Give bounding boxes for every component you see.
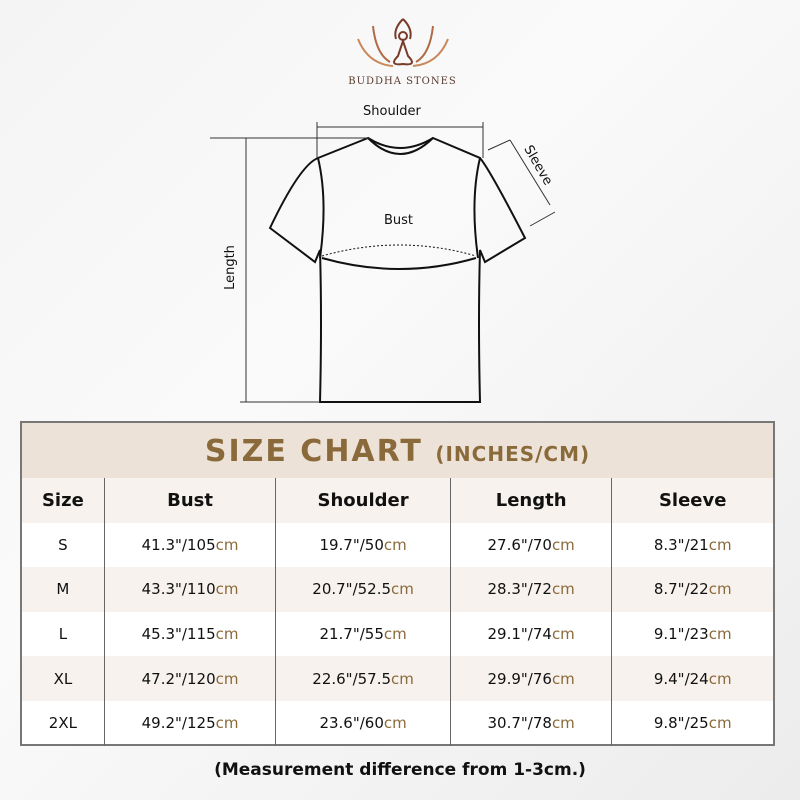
measurement-note: (Measurement difference from 1-3cm.) bbox=[214, 760, 586, 780]
cm-unit: cm bbox=[708, 625, 732, 644]
measurement-cell: 30.7"/78 cm bbox=[451, 700, 613, 746]
header-shoulder: Shoulder bbox=[276, 478, 451, 523]
inch-value: 29.1"/74 bbox=[487, 625, 552, 644]
bust-label: Bust bbox=[384, 213, 414, 228]
inch-value: 49.2"/125 bbox=[141, 714, 216, 733]
inch-value: 9.4"/24 bbox=[653, 669, 709, 688]
measurement-cell: 9.1"/23 cm bbox=[612, 612, 773, 657]
inch-value: 8.3"/21 bbox=[653, 535, 709, 554]
header-sleeve: Sleeve bbox=[658, 489, 727, 511]
length-label: Length bbox=[222, 245, 238, 290]
measurement-cell: 41.3"/105 cm bbox=[105, 522, 277, 568]
cm-unit: cm bbox=[708, 535, 732, 554]
measurement-cell: 43.3"/110 cm bbox=[105, 567, 277, 612]
inch-value: 8.7"/22 bbox=[653, 580, 709, 599]
title-text: SIZE CHART bbox=[204, 434, 423, 469]
table-row: XL 47.2"/120 cm 22.6"/57.5 cm 29.9"/76 cm 9.4"/… bbox=[22, 656, 773, 701]
inch-value: 27.6"/70 bbox=[487, 535, 552, 554]
cm-unit: cm bbox=[391, 669, 414, 688]
table-row: S 41.3"/105 cm 19.7"/50 cm 27.6"/70 cm 8.3"/21 c… bbox=[22, 522, 773, 568]
measurement-cell: 8.7"/22 cm bbox=[612, 567, 773, 612]
inch-value: 9.1"/23 bbox=[653, 625, 709, 644]
inch-value: 21.7"/55 bbox=[319, 625, 384, 644]
tshirt-diagram: Shoulder Sleeve Bust Length bbox=[210, 104, 556, 403]
title-units: (INCHES/CM) bbox=[435, 442, 591, 466]
cm-unit: cm bbox=[551, 669, 575, 688]
measurement-cell: 23.6"/60 cm bbox=[276, 700, 451, 746]
measurement-cell: 19.7"/50 cm bbox=[276, 522, 451, 568]
inch-value: 9.8"/25 bbox=[653, 714, 709, 733]
inch-value: 20.7"/52.5 bbox=[312, 580, 392, 599]
size-cell: S bbox=[22, 522, 105, 568]
size-cell: XL bbox=[22, 656, 105, 701]
measurement-cell: 27.6"/70 cm bbox=[451, 522, 613, 568]
measurement-cell: 49.2"/125 cm bbox=[105, 700, 277, 746]
measurement-cell: 21.7"/55 cm bbox=[276, 611, 451, 657]
measurement-cell: 20.7"/52.5 cm bbox=[276, 567, 451, 612]
table-row: L 45.3"/115 cm 21.7"/55 cm 29.1"/74 cm 9.1"/23 c… bbox=[22, 611, 773, 657]
measurement-cell: 9.8"/25 cm bbox=[612, 701, 773, 746]
cm-unit: cm bbox=[215, 714, 239, 733]
inch-value: 23.6"/60 bbox=[319, 714, 384, 733]
measurement-cell: 22.6"/57.5 cm bbox=[276, 656, 451, 701]
cm-unit: cm bbox=[391, 580, 414, 599]
table-header-row: Size Bust Shoulder Length Sleeve bbox=[22, 478, 773, 523]
cm-unit: cm bbox=[215, 580, 239, 599]
size-cell: L bbox=[22, 611, 105, 657]
cm-unit: cm bbox=[215, 625, 239, 644]
cm-unit: cm bbox=[215, 669, 239, 688]
size-cell: M bbox=[22, 567, 105, 612]
table-row: M 43.3"/110 cm 20.7"/52.5 cm 28.3"/72 cm 8.7"/2… bbox=[22, 567, 773, 612]
cm-unit: cm bbox=[708, 580, 732, 599]
shoulder-label: Shoulder bbox=[363, 104, 421, 119]
tshirt-outline-icon bbox=[210, 122, 556, 403]
measurement-cell: 45.3"/115 cm bbox=[105, 611, 277, 657]
measurement-cell: 29.1"/74 cm bbox=[451, 611, 613, 657]
measurement-cell: 47.2"/120 cm bbox=[105, 656, 277, 701]
cm-unit: cm bbox=[551, 625, 575, 644]
cm-unit: cm bbox=[708, 714, 732, 733]
measurement-cell: 9.4"/24 cm bbox=[612, 656, 773, 701]
measurement-cell: 8.3"/21 cm bbox=[612, 523, 773, 568]
size-cell: 2XL bbox=[22, 700, 105, 746]
inch-value: 22.6"/57.5 bbox=[312, 669, 392, 688]
lotus-yoga-icon bbox=[356, 18, 449, 67]
cm-unit: cm bbox=[708, 669, 732, 688]
brand-name: BUDDHA STONES bbox=[348, 76, 457, 87]
inch-value: 28.3"/72 bbox=[487, 580, 552, 599]
header-size: Size bbox=[22, 478, 105, 523]
cm-unit: cm bbox=[383, 625, 407, 644]
cm-unit: cm bbox=[215, 535, 239, 554]
brand-logo: BUDDHA STONES bbox=[340, 14, 465, 87]
inch-value: 41.3"/105 bbox=[141, 535, 216, 554]
cm-unit: cm bbox=[551, 535, 575, 554]
inch-value: 45.3"/115 bbox=[141, 625, 216, 644]
cm-unit: cm bbox=[551, 714, 575, 733]
cm-unit: cm bbox=[383, 535, 407, 554]
measurement-cell: 29.9"/76 cm bbox=[451, 656, 613, 701]
size-chart-title: SIZE CHART (INCHES/CM) bbox=[22, 423, 773, 478]
inch-value: 29.9"/76 bbox=[487, 669, 552, 688]
inch-value: 43.3"/110 bbox=[141, 580, 216, 599]
size-chart-table: SIZE CHART (INCHES/CM) Size Bust Shoulde… bbox=[20, 421, 775, 746]
cm-unit: cm bbox=[383, 714, 407, 733]
table-row: 2XL 49.2"/125 cm 23.6"/60 cm 30.7"/78 cm 9.8"/2… bbox=[22, 700, 773, 746]
inch-value: 19.7"/50 bbox=[319, 535, 384, 554]
inch-value: 47.2"/120 bbox=[141, 669, 216, 688]
measurement-cell: 28.3"/72 cm bbox=[451, 567, 613, 612]
header-length: Length bbox=[451, 478, 613, 523]
cm-unit: cm bbox=[551, 580, 575, 599]
header-bust: Bust bbox=[105, 478, 277, 523]
inch-value: 30.7"/78 bbox=[487, 714, 552, 733]
